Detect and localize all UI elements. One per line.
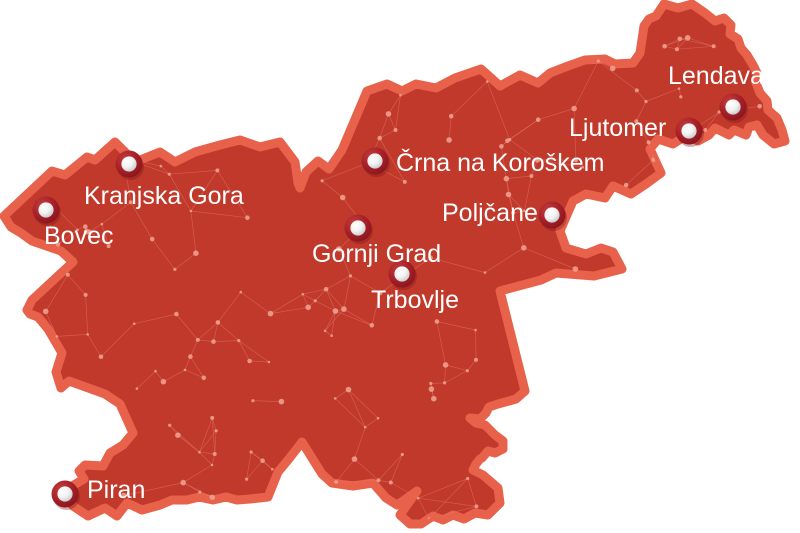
svg-text:Bovec: Bovec xyxy=(44,222,113,250)
svg-text:Črna na Koroškem: Črna na Koroškem xyxy=(396,148,604,177)
svg-text:Poljčane: Poljčane xyxy=(442,199,538,227)
svg-text:Lendava: Lendava xyxy=(668,62,764,90)
svg-text:Piran: Piran xyxy=(87,476,145,504)
svg-text:Kranjska Gora: Kranjska Gora xyxy=(84,182,244,210)
svg-text:Trbovlje: Trbovlje xyxy=(371,286,459,314)
svg-text:Gornji Grad: Gornji Grad xyxy=(312,240,441,268)
svg-text:Ljutomer: Ljutomer xyxy=(569,114,666,142)
